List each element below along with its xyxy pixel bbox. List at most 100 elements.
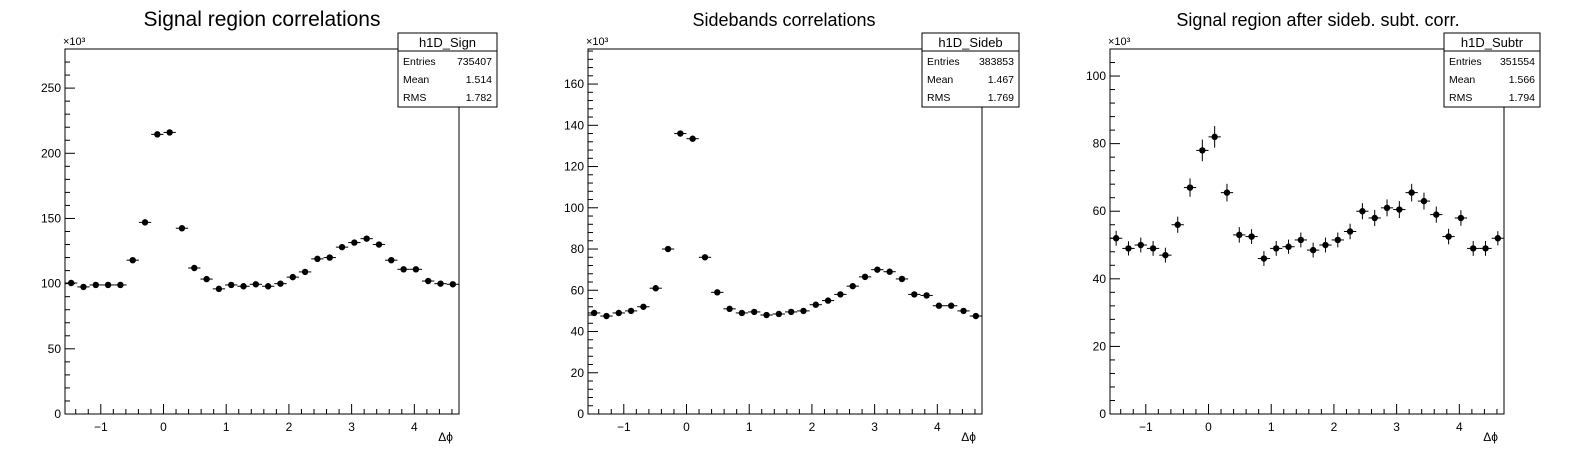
data-marker — [252, 281, 260, 288]
data-point — [1270, 240, 1283, 256]
stats-label: Mean — [403, 74, 429, 86]
data-point — [163, 129, 176, 136]
y-axis: 0 20 40 60 80 100 ×10³ — [1086, 36, 1131, 421]
data-marker — [141, 219, 149, 226]
data-marker — [972, 312, 980, 320]
data-marker — [1211, 133, 1218, 141]
data-marker — [726, 305, 733, 313]
stats-label: Entries — [927, 56, 960, 68]
y-tick-label: 160 — [564, 77, 584, 91]
data-point — [969, 312, 982, 320]
data-point — [274, 280, 287, 287]
data-marker — [775, 310, 783, 318]
data-point — [249, 281, 262, 288]
data-marker — [178, 225, 186, 232]
x-tick-label: 3 — [1393, 420, 1400, 434]
x-tick-label: 1 — [223, 420, 230, 434]
data-point — [600, 312, 613, 320]
data-point — [1183, 178, 1197, 197]
data-marker — [652, 285, 659, 292]
y-tick-label: 250 — [41, 81, 61, 95]
chart-title: Signal region after sideb. subt. corr. — [1176, 10, 1459, 30]
x-tick-label: 4 — [1456, 420, 1463, 434]
data-marker — [314, 255, 321, 263]
y-tick-label: 140 — [564, 118, 584, 132]
stats-box-frame — [1443, 32, 1541, 108]
x-axis: −1 0 1 2 3 4 Δϕ — [598, 404, 976, 444]
data-point — [858, 273, 872, 281]
data-marker — [837, 291, 844, 298]
data-marker — [264, 283, 272, 290]
data-point — [674, 130, 687, 137]
data-point — [834, 291, 847, 298]
data-marker — [375, 241, 383, 248]
y-tick-label: 20 — [1093, 339, 1107, 353]
data-marker — [1285, 243, 1292, 250]
data-point — [1430, 206, 1443, 223]
data-point — [588, 309, 601, 317]
data-point — [262, 283, 275, 290]
data-point — [385, 256, 398, 264]
data-point — [649, 285, 662, 292]
data-marker — [301, 268, 309, 276]
data-marker — [627, 307, 635, 315]
y-tick-label: 100 — [41, 277, 61, 291]
data-point — [200, 275, 213, 283]
plot-frame — [1109, 48, 1505, 415]
data-marker — [1408, 189, 1415, 196]
data-marker — [240, 283, 247, 290]
data-point — [920, 292, 933, 299]
data-point — [434, 280, 447, 287]
x-axis-label: Δϕ — [961, 430, 976, 444]
y-tick-label: 200 — [41, 146, 61, 160]
data-marker — [1162, 251, 1169, 259]
y-tick-label: 80 — [571, 242, 585, 256]
data-point — [711, 289, 724, 296]
data-point — [1134, 237, 1147, 253]
data-marker — [338, 243, 346, 251]
data-point — [809, 301, 822, 308]
data-marker — [425, 277, 432, 285]
data-point — [1491, 231, 1504, 246]
data-marker — [1433, 211, 1440, 218]
stats-value: 735407 — [457, 56, 492, 68]
data-point — [945, 302, 958, 309]
data-marker — [437, 280, 444, 287]
y-tick-label: 40 — [1093, 272, 1107, 286]
data-point — [1319, 237, 1332, 253]
data-marker — [1112, 235, 1120, 242]
x-tick-label: −1 — [94, 420, 108, 434]
data-marker — [1223, 189, 1231, 196]
data-marker — [849, 282, 856, 290]
data-point — [348, 239, 361, 246]
data-point — [846, 282, 859, 290]
x-tick-label: 4 — [411, 420, 418, 434]
data-marker — [191, 264, 198, 272]
data-marker — [1199, 147, 1206, 154]
data-marker — [615, 309, 622, 317]
data-marker — [129, 256, 136, 264]
y-tick-label: 150 — [41, 211, 61, 225]
data-point — [138, 219, 152, 226]
stats-value: 1.514 — [466, 74, 492, 86]
data-point — [871, 266, 884, 273]
y-tick-label: 100 — [1086, 69, 1106, 83]
stats-value: 1.566 — [1509, 74, 1535, 86]
data-marker — [363, 235, 370, 242]
stats-box-name: h1D_Sign — [419, 35, 476, 50]
data-marker — [923, 292, 930, 299]
data-point — [1122, 241, 1135, 256]
y-tick-label: 120 — [564, 160, 584, 174]
data-point — [624, 307, 638, 315]
data-point — [723, 305, 736, 313]
x-tick-label: 0 — [1205, 420, 1212, 434]
data-point — [422, 277, 435, 285]
data-marker — [960, 307, 967, 315]
data-marker — [1482, 245, 1489, 252]
data-marker — [1359, 208, 1366, 215]
data-marker — [824, 297, 832, 304]
y-multiplier-label: ×10³ — [1108, 36, 1131, 48]
data-marker — [800, 307, 807, 315]
data-point — [748, 308, 761, 316]
